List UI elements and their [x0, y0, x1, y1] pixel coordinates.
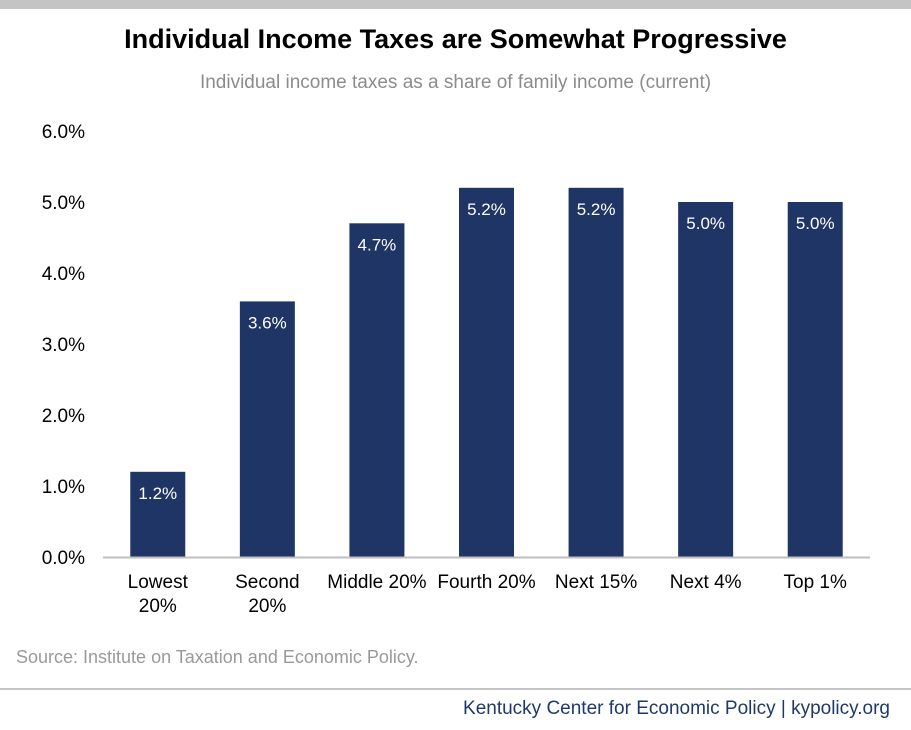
x-tick-label: Middle 20%	[327, 572, 426, 593]
x-tick-label: Next 15%	[555, 572, 637, 593]
x-tick-label: Fourth 20%	[437, 572, 535, 593]
y-tick-label: 4.0%	[42, 264, 85, 285]
source-note: Source: Institute on Taxation and Econom…	[16, 647, 419, 667]
x-tick-label: Second 20%	[235, 572, 299, 617]
bar-value-label: 1.2%	[138, 484, 177, 503]
x-tick-label: Next 4%	[670, 572, 742, 593]
bar-value-label: 5.0%	[796, 214, 835, 233]
bar-value-label: 5.2%	[577, 200, 616, 219]
bar-value-label: 5.2%	[467, 200, 506, 219]
y-tick-label: 3.0%	[42, 335, 85, 356]
x-tick-label: Lowest 20%	[128, 572, 189, 617]
footer-credit: Kentucky Center for Economic Policy | ky…	[463, 698, 890, 719]
bar-value-label: 4.7%	[358, 235, 397, 254]
chart-subtitle: Individual income taxes as a share of fa…	[199, 72, 712, 93]
bar-chart: 0.0% 1.0% 2.0% 3.0% 4.0% 5.0% 6.0% 1.2% Lowest 20…	[42, 122, 870, 617]
y-tick-label: 2.0%	[42, 406, 85, 427]
bar	[349, 223, 405, 558]
x-tick-label: Top 1%	[784, 572, 847, 593]
bar	[678, 202, 734, 557]
bar	[239, 301, 295, 557]
bar	[568, 187, 624, 558]
bar-value-label: 3.6%	[248, 313, 287, 332]
y-tick-label: 5.0%	[42, 193, 85, 214]
top-border	[0, 0, 911, 9]
y-tick-label: 0.0%	[42, 548, 85, 569]
bar	[787, 202, 843, 557]
y-tick-label: 1.0%	[42, 477, 85, 498]
bar	[459, 187, 514, 558]
y-tick-label: 6.0%	[42, 122, 85, 143]
bar	[130, 471, 186, 557]
chart-title: Individual Income Taxes are Somewhat Pro…	[124, 24, 787, 54]
footer-divider	[0, 688, 911, 690]
bar-value-label: 5.0%	[686, 214, 725, 233]
